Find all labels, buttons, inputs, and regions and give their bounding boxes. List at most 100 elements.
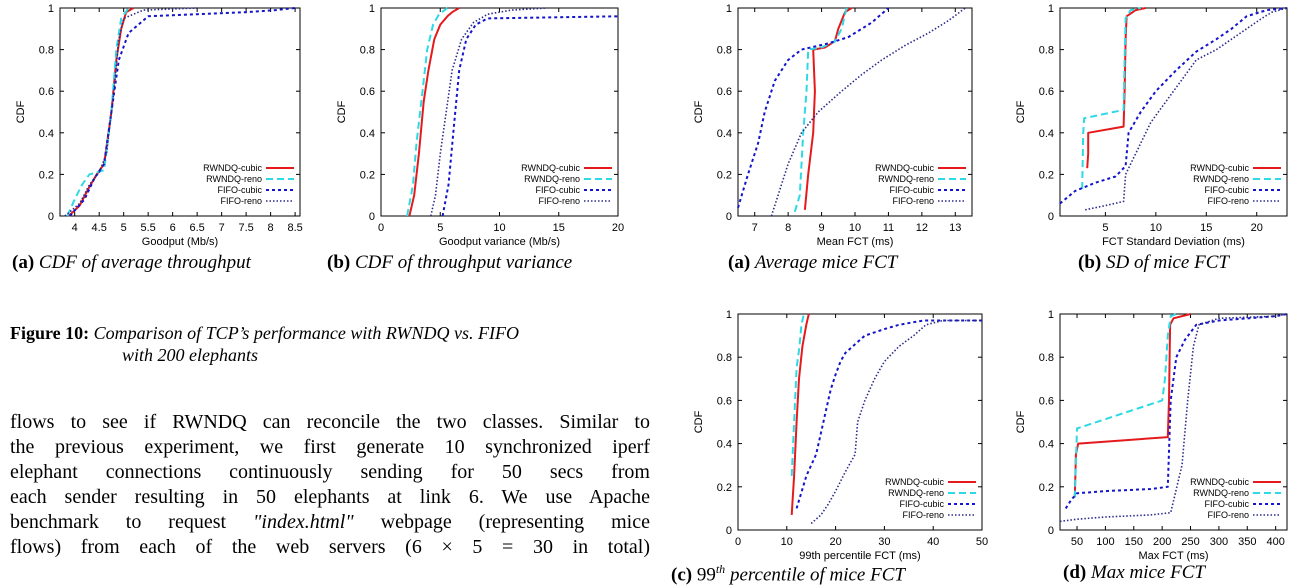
series-line-rwndq-reno [1081, 7, 1141, 190]
y-tick-label: 0.6 [360, 86, 375, 98]
x-tick-label: 5 [121, 222, 127, 234]
figure-caption-line1: Comparison of TCP’s performance with RWN… [93, 323, 519, 343]
x-tick-label: 10 [781, 536, 793, 548]
series-line-rwndq-reno [1073, 313, 1177, 498]
y-tick-label: 0.8 [717, 352, 732, 364]
figure-10-caption: Figure 10: Comparison of TCP’s performan… [10, 322, 650, 366]
y-tick-label: 0.8 [360, 45, 375, 57]
plot-frame [737, 313, 983, 531]
y-tick-label: 0.2 [1039, 169, 1054, 181]
series-line-rwndq-reno [790, 313, 805, 477]
y-tick-label: 0.6 [717, 86, 732, 98]
chart-goodput-variance-cdf: 0 5 10 15 20 0 0.2 0.4 0.6 0.8 1 Goodput variance (… [336, 3, 624, 248]
x-tick-label: 10 [493, 222, 505, 234]
y-tick-label: 0.4 [39, 128, 54, 140]
legend-label: RWNDQ-reno [888, 488, 944, 498]
series-line-fifo-cubic [69, 7, 296, 217]
legend-label: FIFO-reno [1207, 196, 1249, 206]
series-line-fifo-reno [810, 319, 982, 525]
x-tick-label: 6.5 [189, 222, 204, 234]
legend-label: FIFO-reno [1207, 510, 1249, 520]
y-tick-label: 1 [1048, 309, 1054, 321]
plot-frame [1059, 7, 1288, 217]
y-tick-label: 0.2 [717, 169, 732, 181]
y-tick-label: 1 [726, 3, 732, 15]
x-tick-label: 6 [170, 222, 176, 234]
x-tick-label: 10 [849, 222, 861, 234]
figure-caption-line2: with 200 elephants [122, 345, 258, 365]
legend-label: RWNDQ-cubic [1190, 477, 1249, 487]
series-line-rwndq-reno [406, 7, 448, 217]
y-tick-label: 0.4 [1039, 439, 1054, 451]
y-axis-label: CDF [15, 100, 27, 123]
y-tick-label: 0.8 [717, 45, 732, 57]
chart-max-fct-cdf: 50 100 150 200 250 300 350 400 0 0.2 0.4 0.6 0.8 1 Max… [1015, 309, 1288, 562]
legend-label: RWNDQ-reno [1193, 488, 1249, 498]
legend-label: FIFO-cubic [535, 185, 580, 195]
body-paragraph: flows to see if RWNDQ can reconcile the … [10, 410, 650, 560]
x-tick-label: 20 [612, 222, 624, 234]
caption-a-throughput: (a) CDF of average throughput [12, 252, 251, 273]
legend-label: RWNDQ-reno [878, 174, 934, 184]
plot-frame [380, 7, 619, 217]
y-tick-label: 0 [369, 211, 375, 223]
x-tick-label: 15 [553, 222, 565, 234]
caption-b-sd-fct: (b) SD of mice FCT [1078, 252, 1229, 273]
caption-a-mice-fct: (a) Average mice FCT [728, 252, 898, 273]
x-tick-label: 15 [1200, 222, 1212, 234]
x-tick-label: 20 [1251, 222, 1263, 234]
plot-frame [59, 7, 301, 217]
x-axis-label: Max FCT (ms) [1138, 550, 1208, 562]
y-tick-label: 1 [369, 3, 375, 15]
body-line: the previous experiment, we first genera… [10, 436, 650, 458]
x-tick-label: 9 [819, 222, 825, 234]
x-tick-label: 5 [1102, 222, 1108, 234]
x-tick-label: 7 [752, 222, 758, 234]
legend-label: FIFO-cubic [1204, 499, 1249, 509]
y-tick-label: 0.4 [717, 439, 732, 451]
x-tick-label: 10 [1150, 222, 1162, 234]
legend-label: FIFO-reno [220, 196, 262, 206]
series-line-fifo-cubic [1059, 7, 1288, 205]
x-tick-label: 4.5 [92, 222, 107, 234]
caption-c-99th-fct: (c) 99th percentile of mice FCT [671, 562, 905, 586]
legend-label: RWNDQ-cubic [875, 163, 934, 173]
y-axis-label: CDF [1015, 410, 1027, 433]
series-line-rwndq-cubic [803, 7, 853, 210]
y-tick-label: 0 [726, 525, 732, 537]
legend-label: FIFO-cubic [1204, 185, 1249, 195]
legend-label: FIFO-reno [902, 510, 944, 520]
x-tick-label: 100 [1096, 536, 1114, 548]
x-axis-label: Mean FCT (ms) [817, 236, 894, 248]
x-tick-label: 11 [883, 222, 894, 234]
series-line-fifo-cubic [441, 15, 619, 217]
chart-goodput-cdf: 4 4.5 5 5.5 6 6.5 7 7.5 8 8.5 0 0.2 0.4 0.6 0.8 1 Goodpu… [15, 3, 303, 248]
body-line: benchmark to request "index.html" webpag… [10, 511, 650, 533]
x-tick-label: 50 [1071, 536, 1083, 548]
chart-mean-fct-cdf: 7 8 9 10 11 12 13 0 0.2 0.4 0.6 0.8 1 Mean FCT (ms) CD… [693, 3, 973, 248]
y-axis-label: CDF [336, 100, 348, 123]
series-line-rwndq-cubic [408, 7, 460, 217]
x-tick-label: 150 [1125, 536, 1143, 548]
y-tick-label: 0.6 [1039, 395, 1054, 407]
x-tick-label: 5 [437, 222, 443, 234]
legend-label: RWNDQ-cubic [203, 163, 262, 173]
y-tick-label: 0 [1048, 525, 1054, 537]
y-tick-label: 0.8 [39, 45, 54, 57]
series-line-rwndq-cubic [68, 7, 134, 217]
x-tick-label: 0 [735, 536, 741, 548]
legend-label: FIFO-cubic [899, 499, 944, 509]
x-axis-label: Goodput (Mb/s) [142, 236, 218, 248]
series-line-fifo-cubic [1064, 313, 1288, 509]
x-tick-label: 200 [1153, 536, 1171, 548]
legend-label: RWNDQ-cubic [521, 163, 580, 173]
x-tick-label: 4 [72, 222, 78, 234]
legend-label: FIFO-cubic [217, 185, 262, 195]
y-tick-label: 0.2 [39, 169, 54, 181]
legend-label: FIFO-reno [538, 196, 580, 206]
series-line-fifo-reno [1085, 7, 1288, 211]
x-tick-label: 8.5 [287, 222, 302, 234]
x-tick-label: 0 [378, 222, 384, 234]
y-tick-label: 0.4 [717, 128, 732, 140]
y-axis-label: CDF [1015, 100, 1027, 123]
